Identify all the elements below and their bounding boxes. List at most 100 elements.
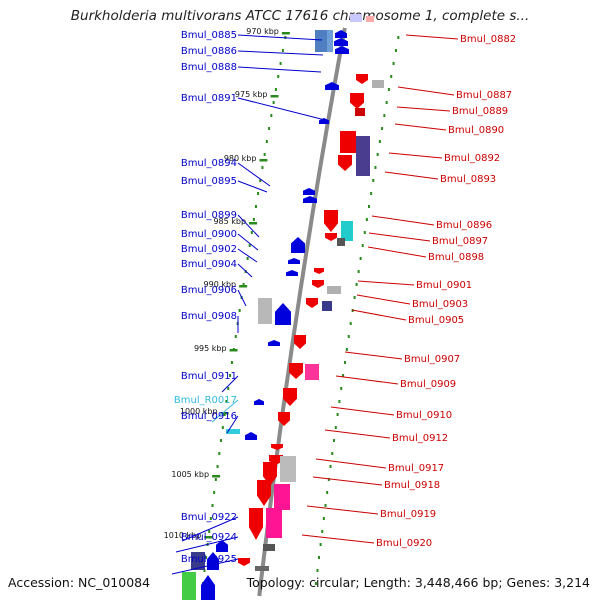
right-dot: [392, 62, 395, 65]
right-dot: [333, 439, 336, 442]
gene-labels-layer: Bmul_0885 Bmul_0886 Bmul_0888 Bmul_0891 Bmul…: [174, 30, 516, 565]
left-dot: [257, 192, 260, 195]
left-dot: [268, 127, 271, 130]
left-dot: [277, 75, 280, 78]
right-dot: [376, 153, 379, 156]
right-label-line: [301, 534, 375, 544]
reverse-gene-box: [226, 429, 240, 434]
left-dot: [259, 179, 262, 182]
forward-gene-arrow: [306, 298, 318, 308]
left-label-line: [226, 415, 239, 434]
gene-label-right: Bmul_0898: [428, 252, 484, 263]
right-dot: [338, 400, 341, 403]
right-dot: [361, 244, 364, 247]
reverse-gene-box: [258, 298, 272, 324]
kbp-tick: [281, 32, 290, 35]
left-label-line: [221, 375, 239, 393]
right-label-line: [388, 152, 443, 159]
left-dot: [230, 361, 233, 364]
right-dot: [372, 179, 375, 182]
left-dot: [220, 439, 223, 442]
kbp-label: 980 kbp: [224, 154, 257, 163]
left-dot: [281, 49, 284, 52]
left-dot: [225, 400, 228, 403]
kbp-tick: [270, 95, 279, 98]
reverse-gene-arrow: [254, 399, 264, 405]
right-label-line: [405, 34, 459, 40]
reverse-gene-arrow: [335, 30, 347, 38]
right-dot: [343, 361, 346, 364]
gene-label-left: Bmul_0911: [181, 371, 237, 382]
right-dot: [321, 530, 324, 533]
left-dot: [205, 556, 208, 559]
forward-gene-arrow: [338, 155, 352, 171]
gene-label-right: Bmul_0917: [388, 463, 444, 474]
kbp-label: 995 kbp: [194, 344, 227, 353]
right-label-line: [397, 86, 455, 96]
right-dot: [342, 374, 345, 377]
right-label-line: [384, 171, 439, 180]
right-label-line: [324, 429, 391, 439]
kbp-label: 990 kbp: [204, 280, 237, 289]
left-dot: [211, 504, 214, 507]
forward-gene-box: [266, 508, 282, 538]
right-dot: [336, 413, 339, 416]
left-label-line: [237, 248, 258, 263]
left-dot: [270, 114, 273, 117]
reverse-gene-box: [327, 30, 333, 52]
left-dot: [242, 283, 245, 286]
left-label-line: [175, 536, 239, 553]
kbp-label: 1000 kbp: [180, 407, 218, 416]
forward-gene-box: [305, 364, 319, 380]
right-dot: [334, 426, 337, 429]
right-dot: [381, 127, 384, 130]
forward-gene-box: [263, 544, 275, 551]
left-dot: [246, 257, 249, 260]
right-label-line: [344, 351, 403, 360]
reverse-gene-arrow: [291, 237, 305, 253]
forward-gene-box: [341, 221, 353, 241]
left-dot: [234, 335, 237, 338]
right-dot: [390, 75, 393, 78]
gene-label-left: Bmul_0902: [181, 244, 237, 255]
gene-label-right: Bmul_0901: [416, 280, 472, 291]
right-label-line: [371, 215, 435, 226]
reverse-gene-arrow: [286, 270, 298, 276]
left-label-line: [237, 263, 253, 278]
left-dot: [248, 244, 251, 247]
right-dot: [363, 231, 366, 234]
forward-gene-arrow: [249, 508, 263, 540]
reverse-gene-arrow: [288, 258, 300, 264]
left-dot: [274, 88, 277, 91]
gene-label-left: Bmul_0924: [181, 532, 237, 543]
reverse-gene-arrow: [245, 432, 257, 440]
left-dot: [221, 426, 224, 429]
reverse-gene-box: [191, 552, 205, 570]
forward-gene-arrow: [294, 335, 306, 349]
gene-label-left: Bmul_0894: [181, 158, 237, 169]
right-dot: [357, 270, 360, 273]
forward-gene-arrow: [289, 363, 303, 379]
left-dot: [227, 387, 230, 390]
left-dot: [208, 530, 211, 533]
right-dot: [394, 49, 397, 52]
forward-gene-box: [355, 108, 365, 116]
left-dot: [272, 101, 275, 104]
left-dot: [261, 166, 264, 169]
right-label-line: [312, 476, 383, 486]
label-lines-layer: [171, 34, 459, 575]
right-label-line: [367, 246, 427, 258]
right-dot: [367, 205, 370, 208]
forward-gene-arrow: [283, 388, 297, 406]
forward-gene-arrow: [324, 210, 338, 232]
left-dot: [265, 140, 268, 143]
forward-gene-arrow: [356, 74, 368, 84]
kbp-tick: [212, 475, 221, 478]
gene-label-right: Bmul_0890: [448, 125, 504, 136]
right-dot: [378, 140, 381, 143]
right-label-line: [356, 294, 411, 305]
kbp-label: 970 kbp: [246, 27, 279, 36]
right-label-line: [315, 458, 387, 469]
kbp-ticks-layer: 970 kbp 975 kbp 980 kbp 985 kbp 990 kbp 995 k…: [164, 27, 290, 540]
right-dot: [345, 348, 348, 351]
